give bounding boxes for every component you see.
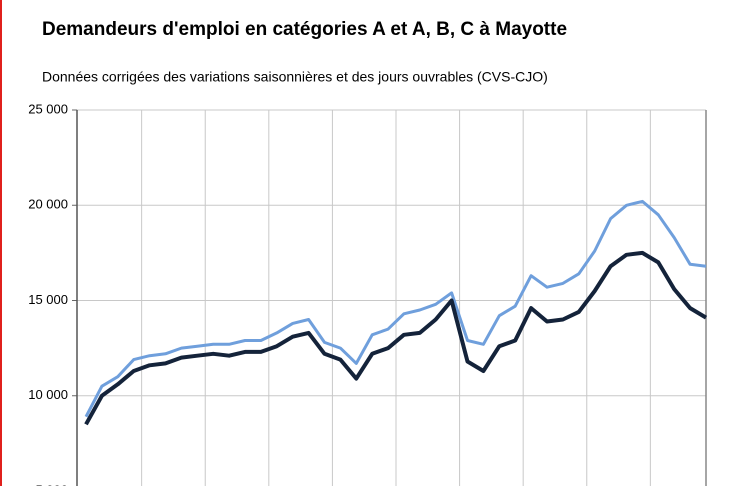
chart-title: Demandeurs d'emploi en catégories A et A… bbox=[42, 19, 567, 40]
y-tick-label: 20 000 bbox=[28, 197, 68, 212]
y-tick-label: 25 000 bbox=[28, 101, 68, 116]
y-tick-label: 15 000 bbox=[28, 292, 68, 307]
y-tick-label: 5 000 bbox=[35, 482, 68, 486]
y-tick-label: 10 000 bbox=[28, 387, 68, 402]
edge-bar bbox=[0, 0, 2, 486]
chart-subtitle: Données corrigées des variations saisonn… bbox=[42, 69, 548, 85]
data-line bbox=[84, 250, 708, 426]
data-line bbox=[84, 199, 707, 418]
